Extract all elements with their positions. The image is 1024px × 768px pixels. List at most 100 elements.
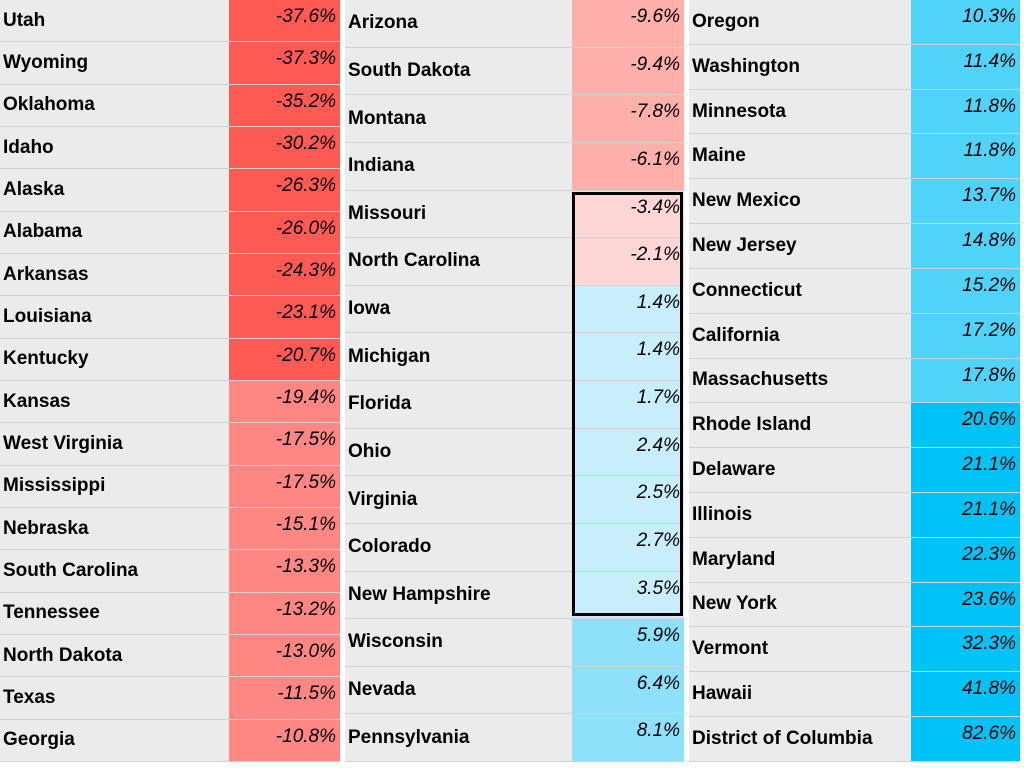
state-name: Kansas xyxy=(0,380,229,423)
table-row: Arizona -9.6% xyxy=(345,0,684,48)
state-name: Tennessee xyxy=(0,592,229,634)
table-row: Colorado 2.7% xyxy=(345,523,684,572)
change-value: -13.2% xyxy=(229,592,340,634)
change-value: -17.5% xyxy=(229,465,340,507)
change-value: 5.9% xyxy=(572,619,684,666)
state-name: North Dakota xyxy=(0,634,229,677)
change-value: 2.4% xyxy=(572,428,684,476)
state-name: Rhode Island xyxy=(689,403,911,448)
table-row: Oregon 10.3% xyxy=(689,0,1020,45)
table-row: West Virginia -17.5% xyxy=(0,423,340,466)
change-value: -26.0% xyxy=(229,211,340,253)
table-row: Indiana -6.1% xyxy=(345,142,684,191)
table-row: New Hampshire 3.5% xyxy=(345,571,684,620)
state-name: District of Columbia xyxy=(689,717,911,761)
table-row: Montana -7.8% xyxy=(345,95,684,143)
state-name: Washington xyxy=(689,44,911,89)
change-value: 10.3% xyxy=(911,0,1020,44)
table-row: Connecticut 15.2% xyxy=(689,268,1020,314)
table-row: Kansas -19.4% xyxy=(0,380,340,424)
table-row: Alaska -26.3% xyxy=(0,169,340,212)
change-value: -2.1% xyxy=(572,238,684,285)
table-row: Louisiana -23.1% xyxy=(0,296,340,339)
state-name: Nebraska xyxy=(0,507,229,550)
table-row: Oklahoma -35.2% xyxy=(0,84,340,127)
table-row: New Mexico 13.7% xyxy=(689,179,1020,225)
change-value: -15.1% xyxy=(229,507,340,550)
table-row: Maine 11.8% xyxy=(689,134,1020,180)
table-row: Georgia -10.8% xyxy=(0,719,340,762)
state-name: Oregon xyxy=(689,0,911,44)
change-value: -30.2% xyxy=(229,126,340,169)
state-name: Louisiana xyxy=(0,296,229,338)
change-value: 17.8% xyxy=(911,358,1020,403)
state-name: Wyoming xyxy=(0,42,229,84)
change-value: -7.8% xyxy=(572,95,684,142)
change-value: -13.0% xyxy=(229,634,340,677)
table-row: Wisconsin 5.9% xyxy=(345,619,684,667)
column-3: Oregon 10.3% Washington 11.4% Minnesota 11.8%… xyxy=(689,0,1020,762)
state-name: Florida xyxy=(345,381,572,428)
state-name: North Carolina xyxy=(345,238,572,285)
table-row: Minnesota 11.8% xyxy=(689,89,1020,135)
change-value: 1.4% xyxy=(572,285,684,333)
state-name: South Carolina xyxy=(0,550,229,592)
table-row: Delaware 21.1% xyxy=(689,448,1020,493)
table-row: North Dakota -13.0% xyxy=(0,634,340,678)
column-1: Utah -37.6% Wyoming -37.3% Oklahoma -35.2% Ida… xyxy=(0,0,340,762)
state-name: Montana xyxy=(345,95,572,142)
table-row: California 17.2% xyxy=(689,313,1020,359)
change-value: -37.6% xyxy=(229,0,340,42)
table-row: Pennsylvania 8.1% xyxy=(345,714,684,762)
state-name: South Dakota xyxy=(345,47,572,95)
change-value: 15.2% xyxy=(911,268,1020,313)
state-name: Oklahoma xyxy=(0,84,229,126)
table-row: North Carolina -2.1% xyxy=(345,238,684,286)
state-name: Virginia xyxy=(345,476,572,523)
state-name: Ohio xyxy=(345,428,572,476)
state-name: Vermont xyxy=(689,627,911,672)
table-row: Tennessee -13.2% xyxy=(0,592,340,635)
state-name: Alabama xyxy=(0,211,229,253)
state-name: Iowa xyxy=(345,285,572,333)
table-row: Missouri -3.4% xyxy=(345,190,684,239)
table-row: Idaho -30.2% xyxy=(0,126,340,170)
table-row: Arkansas -24.3% xyxy=(0,253,340,297)
change-value: 11.4% xyxy=(911,44,1020,89)
change-value: 23.6% xyxy=(911,582,1020,627)
state-name: Alaska xyxy=(0,169,229,211)
table-row: New York 23.6% xyxy=(689,582,1020,628)
table-row: Nevada 6.4% xyxy=(345,666,684,715)
state-name: Massachusetts xyxy=(689,358,911,403)
change-value: -9.6% xyxy=(572,0,684,47)
table-row: Mississippi -17.5% xyxy=(0,465,340,508)
table-row: Nebraska -15.1% xyxy=(0,507,340,551)
state-name: Illinois xyxy=(689,492,911,537)
change-value: 32.3% xyxy=(911,627,1020,672)
state-name: Wisconsin xyxy=(345,619,572,666)
state-name: Arizona xyxy=(345,0,572,47)
table-row: Washington 11.4% xyxy=(689,44,1020,90)
table-row: Maryland 22.3% xyxy=(689,537,1020,583)
state-name: Minnesota xyxy=(689,89,911,134)
table-row: Utah -37.6% xyxy=(0,0,340,43)
change-value: 11.8% xyxy=(911,89,1020,134)
change-value: 13.7% xyxy=(911,179,1020,224)
table-row: Florida 1.7% xyxy=(345,381,684,429)
state-name: New Jersey xyxy=(689,224,911,268)
table-row: Iowa 1.4% xyxy=(345,285,684,334)
state-name: Maryland xyxy=(689,537,911,582)
state-name: West Virginia xyxy=(0,423,229,465)
column-divider xyxy=(340,0,345,762)
state-name: Idaho xyxy=(0,126,229,169)
state-name: Maine xyxy=(689,134,911,179)
change-value: -26.3% xyxy=(229,169,340,211)
state-name: Missouri xyxy=(345,190,572,238)
state-name: Pennsylvania xyxy=(345,714,572,761)
change-value: 6.4% xyxy=(572,666,684,714)
change-value: 3.5% xyxy=(572,571,684,619)
table-row: Michigan 1.4% xyxy=(345,333,684,381)
change-value: 1.7% xyxy=(572,381,684,428)
table-row: Texas -11.5% xyxy=(0,677,340,720)
change-value: -17.5% xyxy=(229,423,340,465)
